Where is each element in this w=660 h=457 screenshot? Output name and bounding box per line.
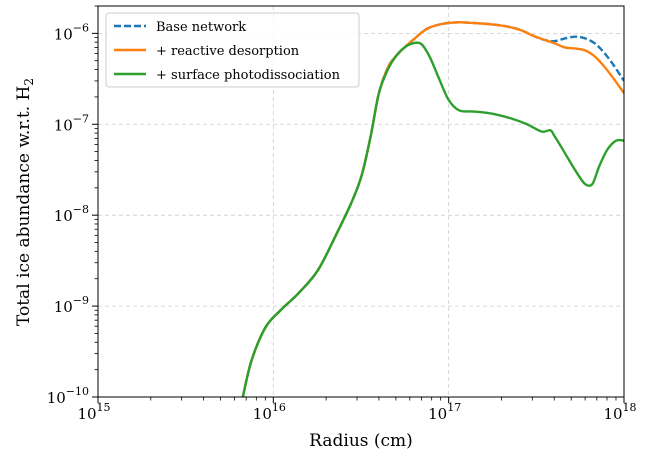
x-tick-exponent: 15 <box>97 401 111 414</box>
legend-label-base-network: Base network <box>156 20 246 35</box>
y-tick-label: 10−9 <box>54 294 89 316</box>
legend-box <box>105 12 360 88</box>
y-axis-title: Total ice abundance w.r.t. H2 <box>14 78 36 326</box>
series-surface-photodissociation <box>241 41 624 397</box>
y-tick-label: 10−8 <box>54 203 89 225</box>
x-tick-base: 10 <box>428 405 447 423</box>
x-tick-base: 10 <box>77 405 96 423</box>
x-tick-label: 1018 <box>603 401 636 423</box>
x-tick-base: 10 <box>603 405 622 423</box>
x-tick-label: 1017 <box>428 401 461 423</box>
y-tick-exponent: −10 <box>66 385 89 398</box>
x-tick-exponent: 17 <box>447 401 461 414</box>
y-tick-exponent: −9 <box>73 294 89 307</box>
y-tick-base: 10 <box>54 116 73 134</box>
x-axis-title: Radius (cm) <box>309 431 413 451</box>
y-tick-exponent: −8 <box>73 203 89 216</box>
plot-area <box>241 21 624 397</box>
legend-label-surface-photodissociation: + surface photodissociation <box>156 68 341 83</box>
x-tick-exponent: 16 <box>272 401 286 414</box>
y-tick-exponent: −6 <box>73 21 89 34</box>
x-tick-label: 1016 <box>253 401 286 423</box>
y-tick-label: 10−7 <box>54 112 89 134</box>
x-tick-exponent: 18 <box>623 401 637 414</box>
plot-frame <box>97 5 625 398</box>
y-axis-title-subscript: 2 <box>22 78 36 86</box>
y-tick-base: 10 <box>54 25 73 43</box>
y-tick-base: 10 <box>54 298 73 316</box>
legend-label-reactive-desorption: + reactive desorption <box>156 44 300 59</box>
y-tick-base: 10 <box>47 389 66 407</box>
x-tick-label: 1015 <box>77 401 110 423</box>
y-tick-exponent: −7 <box>73 112 89 125</box>
y-axis-title-main: Total ice abundance w.r.t. H <box>14 86 34 326</box>
y-tick-base: 10 <box>54 207 73 225</box>
y-tick-label: 10−6 <box>54 21 89 43</box>
y-tick-label: 10−10 <box>47 385 89 407</box>
legend: Base network + reactive desorption + sur… <box>105 12 360 88</box>
x-tick-base: 10 <box>253 405 272 423</box>
